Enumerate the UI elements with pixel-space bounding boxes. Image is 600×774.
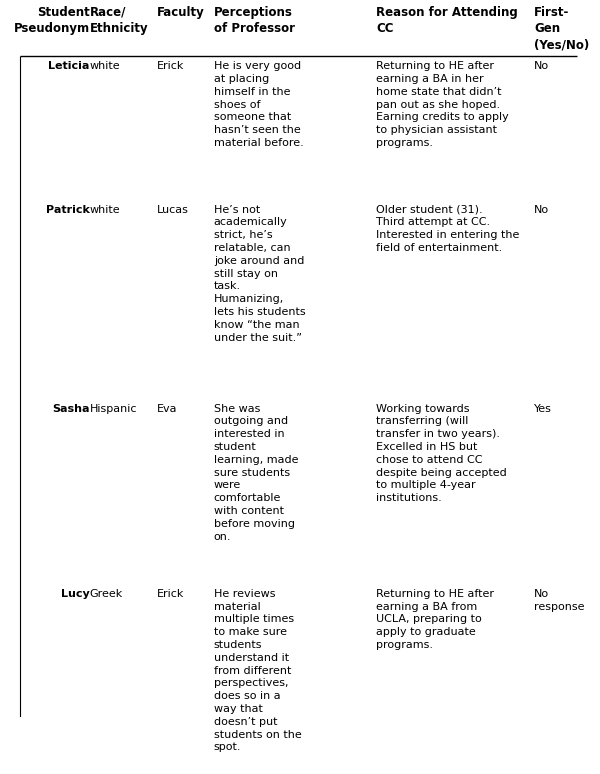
Text: She was
outgoing and
interested in
student
learning, made
sure students
were
com: She was outgoing and interested in stude… bbox=[214, 404, 298, 542]
Text: white: white bbox=[89, 61, 120, 71]
Text: Leticia: Leticia bbox=[48, 61, 89, 71]
Text: Lucy: Lucy bbox=[61, 589, 89, 599]
Text: Returning to HE after
earning a BA from
UCLA, preparing to
apply to graduate
pro: Returning to HE after earning a BA from … bbox=[376, 589, 494, 650]
Text: Race/
Ethnicity: Race/ Ethnicity bbox=[89, 5, 148, 35]
Text: First-
Gen
(Yes/No): First- Gen (Yes/No) bbox=[534, 5, 589, 52]
Text: Reason for Attending
CC: Reason for Attending CC bbox=[376, 5, 518, 35]
Text: Erick: Erick bbox=[157, 589, 184, 599]
Text: No: No bbox=[534, 204, 549, 214]
Text: No
response: No response bbox=[534, 589, 584, 611]
Text: Sasha: Sasha bbox=[52, 404, 89, 413]
Text: Hispanic: Hispanic bbox=[89, 404, 137, 413]
Text: Returning to HE after
earning a BA in her
home state that didn’t
pan out as she : Returning to HE after earning a BA in he… bbox=[376, 61, 509, 148]
Text: white: white bbox=[89, 204, 120, 214]
Text: No: No bbox=[534, 61, 549, 71]
Text: Older student (31).
Third attempt at CC.
Interested in entering the
field of ent: Older student (31). Third attempt at CC.… bbox=[376, 204, 520, 253]
Text: He is very good
at placing
himself in the
shoes of
someone that
hasn’t seen the
: He is very good at placing himself in th… bbox=[214, 61, 304, 148]
Text: He reviews
material
multiple times
to make sure
students
understand it
from diff: He reviews material multiple times to ma… bbox=[214, 589, 302, 752]
Text: He’s not
academically
strict, he’s
relatable, can
joke around and
still stay on
: He’s not academically strict, he’s relat… bbox=[214, 204, 305, 343]
Text: Yes: Yes bbox=[534, 404, 552, 413]
Text: Student
Pseudonym: Student Pseudonym bbox=[14, 5, 89, 35]
Text: Erick: Erick bbox=[157, 61, 184, 71]
Text: Faculty: Faculty bbox=[157, 5, 204, 19]
Text: Patrick: Patrick bbox=[46, 204, 89, 214]
Text: Perceptions
of Professor: Perceptions of Professor bbox=[214, 5, 295, 35]
Text: Eva: Eva bbox=[157, 404, 177, 413]
Text: Greek: Greek bbox=[89, 589, 123, 599]
Text: Lucas: Lucas bbox=[157, 204, 188, 214]
Text: Working towards
transferring (will
transfer in two years).
Excelled in HS but
ch: Working towards transferring (will trans… bbox=[376, 404, 507, 503]
